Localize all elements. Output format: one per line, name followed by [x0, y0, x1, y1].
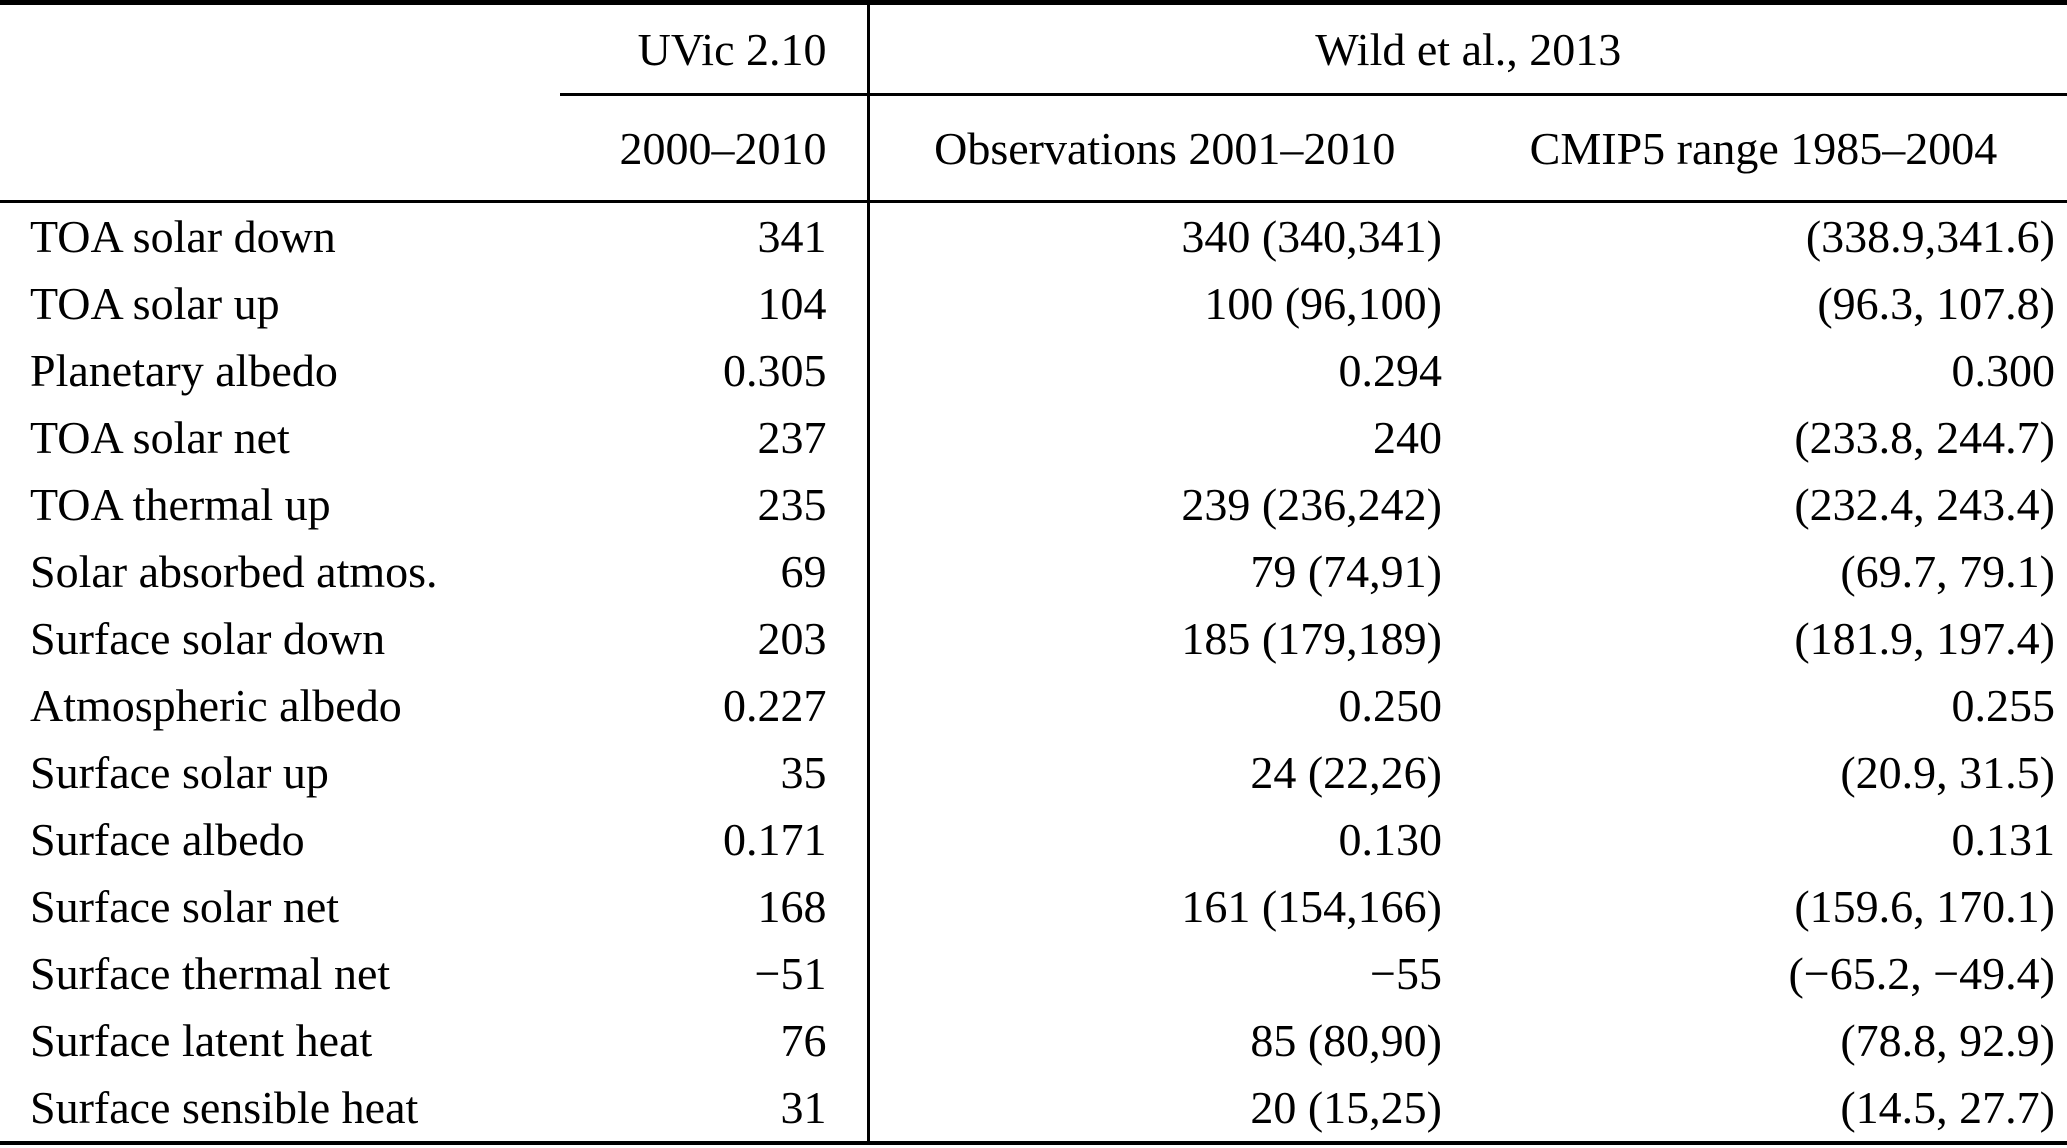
header-observations-period: Observations 2001–2010	[868, 94, 1460, 203]
uvic-value: 0.305	[560, 337, 870, 404]
row-label: TOA solar up	[30, 278, 280, 329]
cmip5-range-value: (159.6, 170.1)	[1794, 881, 2055, 932]
cmip5-range-value: (233.8, 244.7)	[1794, 412, 2055, 463]
row-label: Surface sensible heat	[30, 1082, 419, 1133]
cmip5-range-value: (96.3, 107.8)	[1817, 278, 2055, 329]
observations-value: −55	[1370, 948, 1442, 999]
observations-value: 340 (340,341)	[1181, 211, 1442, 262]
table-row: Planetary albedo 0.305 0.294 0.300	[0, 337, 2067, 404]
observations-value: 0.130	[1338, 814, 1443, 865]
row-label: Surface albedo	[30, 814, 305, 865]
table-row: Surface albedo 0.171 0.130 0.131	[0, 806, 2067, 873]
table-row: Atmospheric albedo 0.227 0.250 0.255	[0, 672, 2067, 739]
table-body: TOA solar down 341 340 (340,341) (338.9,…	[0, 201, 2067, 1143]
uvic-value: −51	[560, 940, 870, 1007]
cmip5-range-value: 0.131	[1951, 814, 2056, 865]
header-model-group: UVic 2.10	[560, 2, 870, 96]
uvic-value: 35	[560, 739, 870, 806]
cmip5-range-value: (20.9, 31.5)	[1840, 747, 2055, 798]
observations-value: 161 (154,166)	[1181, 881, 1442, 932]
row-label: Surface thermal net	[30, 948, 391, 999]
uvic-value: 0.171	[560, 806, 870, 873]
observations-value: 0.294	[1338, 345, 1443, 396]
uvic-value: 203	[560, 605, 870, 672]
uvic-value: 31	[560, 1074, 870, 1143]
uvic-value: 69	[560, 538, 870, 605]
cmip5-range-value: (78.8, 92.9)	[1840, 1015, 2055, 1066]
header-observations-group: Wild et al., 2013	[868, 2, 2067, 96]
uvic-value: 76	[560, 1007, 870, 1074]
table-row: Surface thermal net −51 −55 (−65.2, −49.…	[0, 940, 2067, 1007]
table-header: UVic 2.10 Wild et al., 2013 2000–2010 Ob…	[0, 2, 2067, 203]
cmip5-range-value: 0.300	[1951, 345, 2056, 396]
cmip5-range-value: (338.9,341.6)	[1805, 211, 2055, 262]
row-label: Surface solar net	[30, 881, 340, 932]
observations-value: 79 (74,91)	[1250, 546, 1442, 597]
header-empty-cell-2	[0, 94, 560, 203]
table-row: Surface sensible heat 31 20 (15,25) (14.…	[0, 1074, 2067, 1143]
table-row: Solar absorbed atmos. 69 79 (74,91) (69.…	[0, 538, 2067, 605]
table-row: TOA solar down 341 340 (340,341) (338.9,…	[0, 201, 2067, 270]
observations-value: 185 (179,189)	[1181, 613, 1442, 664]
uvic-value: 104	[560, 270, 870, 337]
observations-value: 239 (236,242)	[1181, 479, 1442, 530]
table-row: Surface solar down 203 185 (179,189) (18…	[0, 605, 2067, 672]
table-row: TOA thermal up 235 239 (236,242) (232.4,…	[0, 471, 2067, 538]
uvic-value: 237	[560, 404, 870, 471]
table-row: Surface solar up 35 24 (22,26) (20.9, 31…	[0, 739, 2067, 806]
observations-value: 100 (96,100)	[1204, 278, 1442, 329]
row-label: Atmospheric albedo	[30, 680, 402, 731]
cmip5-range-value: (−65.2, −49.4)	[1788, 948, 2055, 999]
row-label: TOA solar down	[30, 211, 336, 262]
cmip5-range-value: (232.4, 243.4)	[1794, 479, 2055, 530]
table-row: Surface solar net 168 161 (154,166) (159…	[0, 873, 2067, 940]
row-label: Planetary albedo	[30, 345, 338, 396]
observations-value: 24 (22,26)	[1250, 747, 1442, 798]
observations-value: 85 (80,90)	[1250, 1015, 1442, 1066]
cmip5-range-value: (69.7, 79.1)	[1840, 546, 2055, 597]
header-sub-row: 2000–2010 Observations 2001–2010 CMIP5 r…	[0, 94, 2067, 203]
header-group-row: UVic 2.10 Wild et al., 2013	[0, 2, 2067, 96]
row-label: Surface latent heat	[30, 1015, 373, 1066]
uvic-value: 235	[560, 471, 870, 538]
uvic-value: 341	[560, 201, 870, 270]
row-label: Surface solar up	[30, 747, 329, 798]
header-empty-cell	[0, 3, 560, 95]
uvic-value: 168	[560, 873, 870, 940]
header-model-period: 2000–2010	[560, 94, 870, 203]
observations-value: 0.250	[1338, 680, 1443, 731]
observations-value: 20 (15,25)	[1250, 1082, 1442, 1133]
row-label: Surface solar down	[30, 613, 386, 664]
row-label: TOA thermal up	[30, 479, 331, 530]
cmip5-range-value: (181.9, 197.4)	[1794, 613, 2055, 664]
cmip5-range-value: (14.5, 27.7)	[1840, 1082, 2055, 1133]
uvic-value: 0.227	[560, 672, 870, 739]
cmip5-range-value: 0.255	[1951, 680, 2056, 731]
row-label: Solar absorbed atmos.	[30, 546, 438, 597]
row-label: TOA solar net	[30, 412, 290, 463]
header-cmip5-range-period: CMIP5 range 1985–2004	[1460, 94, 2067, 203]
observations-value: 240	[1373, 412, 1442, 463]
table-row: TOA solar net 237 240 (233.8, 244.7)	[0, 404, 2067, 471]
table-row: TOA solar up 104 100 (96,100) (96.3, 107…	[0, 270, 2067, 337]
table-row: Surface latent heat 76 85 (80,90) (78.8,…	[0, 1007, 2067, 1074]
